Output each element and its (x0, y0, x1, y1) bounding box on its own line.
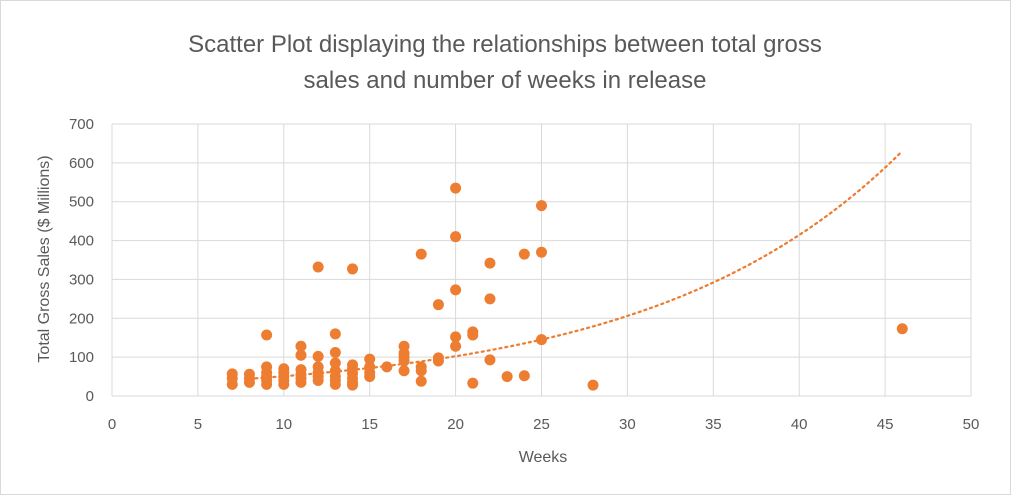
scatter-point (381, 361, 393, 373)
x-tick-label: 40 (791, 416, 808, 433)
scatter-point (484, 257, 496, 269)
scatter-point (261, 329, 273, 341)
scatter-point (329, 378, 341, 390)
y-axis-label: Total Gross Sales ($ Millions) (36, 155, 53, 362)
scatter-point (467, 377, 479, 389)
x-tick-label: 10 (275, 416, 292, 433)
scatter-point (243, 373, 255, 385)
y-tick-label: 600 (69, 155, 94, 172)
scatter-point (501, 371, 513, 383)
x-tick-label: 5 (194, 416, 202, 433)
tick-labels: 0 5 10 15 20 25 30 35 40 45 5001002003004005006007… (69, 116, 979, 433)
scatter-point (484, 354, 496, 366)
gridlines (111, 123, 972, 397)
y-tick-label: 300 (69, 271, 94, 288)
scatter-point (329, 346, 341, 358)
scatter-point (415, 248, 427, 260)
scatter-point (450, 340, 462, 352)
scatter-point (312, 374, 324, 386)
x-tick-label: 20 (447, 416, 464, 433)
scatter-point (329, 328, 341, 340)
scatter-point (587, 379, 599, 391)
scatter-point (364, 371, 376, 383)
scatter-point (364, 353, 376, 365)
scatter-point (415, 375, 427, 387)
y-tick-label: 400 (69, 233, 94, 250)
x-tick-label: 35 (705, 416, 722, 433)
scatter-point (467, 329, 479, 341)
scatter-point (226, 373, 238, 385)
trendline (248, 149, 904, 380)
scatter-point (415, 365, 427, 377)
scatter-point (536, 200, 547, 212)
x-tick-label: 45 (877, 416, 894, 433)
chart-title-line-1: Scatter Plot displaying the relationship… (188, 31, 822, 58)
x-axis-label: Weeks (519, 449, 568, 466)
scatter-point (536, 246, 547, 258)
scatter-point (295, 340, 307, 352)
scatter-point (312, 261, 324, 273)
y-tick-label: 500 (69, 194, 94, 211)
x-tick-label: 15 (361, 416, 378, 433)
scatter-point (278, 378, 290, 390)
scatter-point (484, 293, 496, 305)
scatter-point (261, 378, 273, 390)
x-tick-label: 25 (533, 416, 550, 433)
scatter-point (329, 357, 341, 369)
data-points (226, 182, 908, 391)
scatter-point (295, 349, 307, 361)
y-tick-label: 0 (86, 388, 94, 405)
exponential-trendline (248, 149, 904, 380)
scatter-point (432, 299, 444, 311)
scatter-point (295, 376, 307, 388)
y-tick-label: 200 (69, 310, 94, 327)
scatter-point (518, 248, 530, 260)
x-tick-label: 0 (108, 416, 116, 433)
scatter-point (450, 231, 462, 243)
scatter-point (312, 350, 324, 362)
scatter-point (518, 370, 530, 382)
scatter-point (347, 379, 359, 391)
y-tick-label: 700 (69, 116, 94, 133)
scatter-point (432, 355, 444, 367)
scatter-point (347, 263, 359, 275)
scatter-point (398, 365, 410, 377)
y-tick-label: 100 (69, 349, 94, 366)
x-tick-label: 50 (963, 416, 980, 433)
scatter-point (450, 331, 462, 343)
scatter-point (896, 323, 908, 335)
x-tick-label: 30 (619, 416, 636, 433)
chart-title-line-2: sales and number of weeks in release (304, 67, 707, 94)
scatter-point (450, 182, 462, 194)
scatter-point (450, 284, 462, 296)
scatter-point (398, 355, 410, 367)
scatter-point (536, 334, 547, 346)
